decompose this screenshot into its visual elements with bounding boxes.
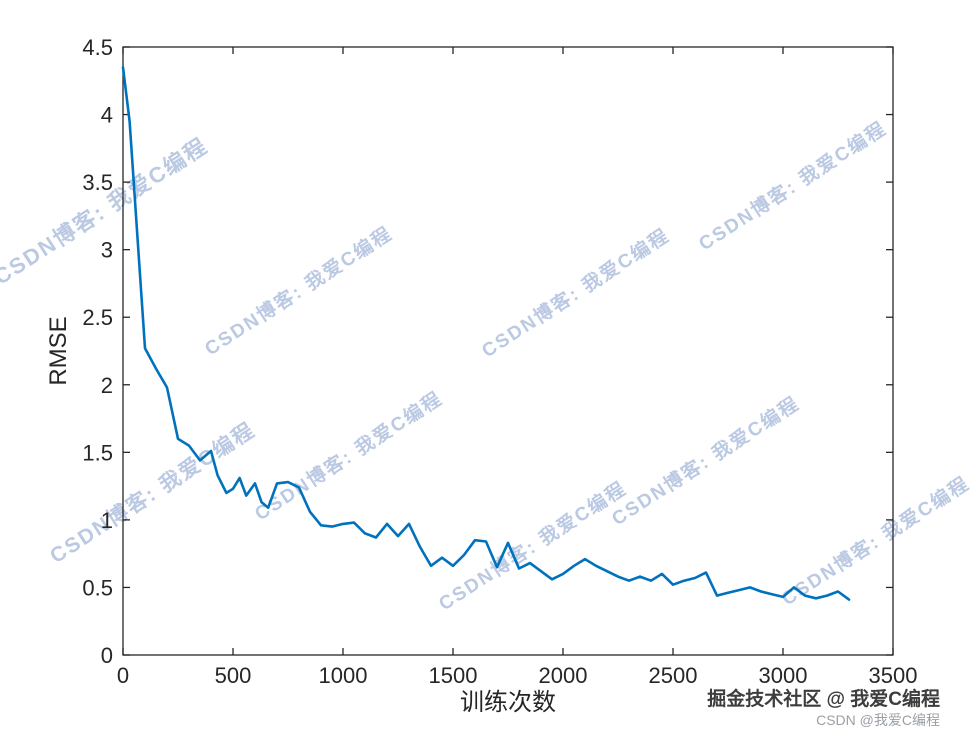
x-tick-label: 2000	[539, 663, 588, 688]
y-tick-label: 3	[101, 238, 113, 263]
y-tick-label: 4	[101, 103, 113, 128]
axes-box	[122, 46, 894, 656]
y-tick-label: 1	[101, 508, 113, 533]
x-tick-label: 0	[117, 663, 129, 688]
csdn-credit-text: CSDN @我爱C编程	[816, 712, 940, 728]
x-tick-label: 2500	[649, 663, 698, 688]
y-tick-label: 3.5	[82, 170, 113, 195]
x-tick-label: 1000	[319, 663, 368, 688]
y-tick-label: 0.5	[82, 575, 113, 600]
y-axis-label: RMSE	[45, 316, 72, 385]
x-tick-label: 3000	[759, 663, 808, 688]
y-tick-label: 0	[101, 643, 113, 668]
x-axis-label: 训练次数	[460, 689, 556, 716]
y-tick-label: 1.5	[82, 440, 113, 465]
y-tick-label: 2	[101, 373, 113, 398]
y-tick-label: 2.5	[82, 305, 113, 330]
x-tick-label: 3500	[869, 663, 918, 688]
x-tick-label: 1500	[429, 663, 478, 688]
y-tick-label: 4.5	[82, 35, 113, 60]
rmse-series-line	[121, 66, 851, 601]
juejin-credit-text: 掘金技术社区 @ 我爱C编程	[707, 689, 940, 710]
x-tick-label: 500	[215, 663, 252, 688]
